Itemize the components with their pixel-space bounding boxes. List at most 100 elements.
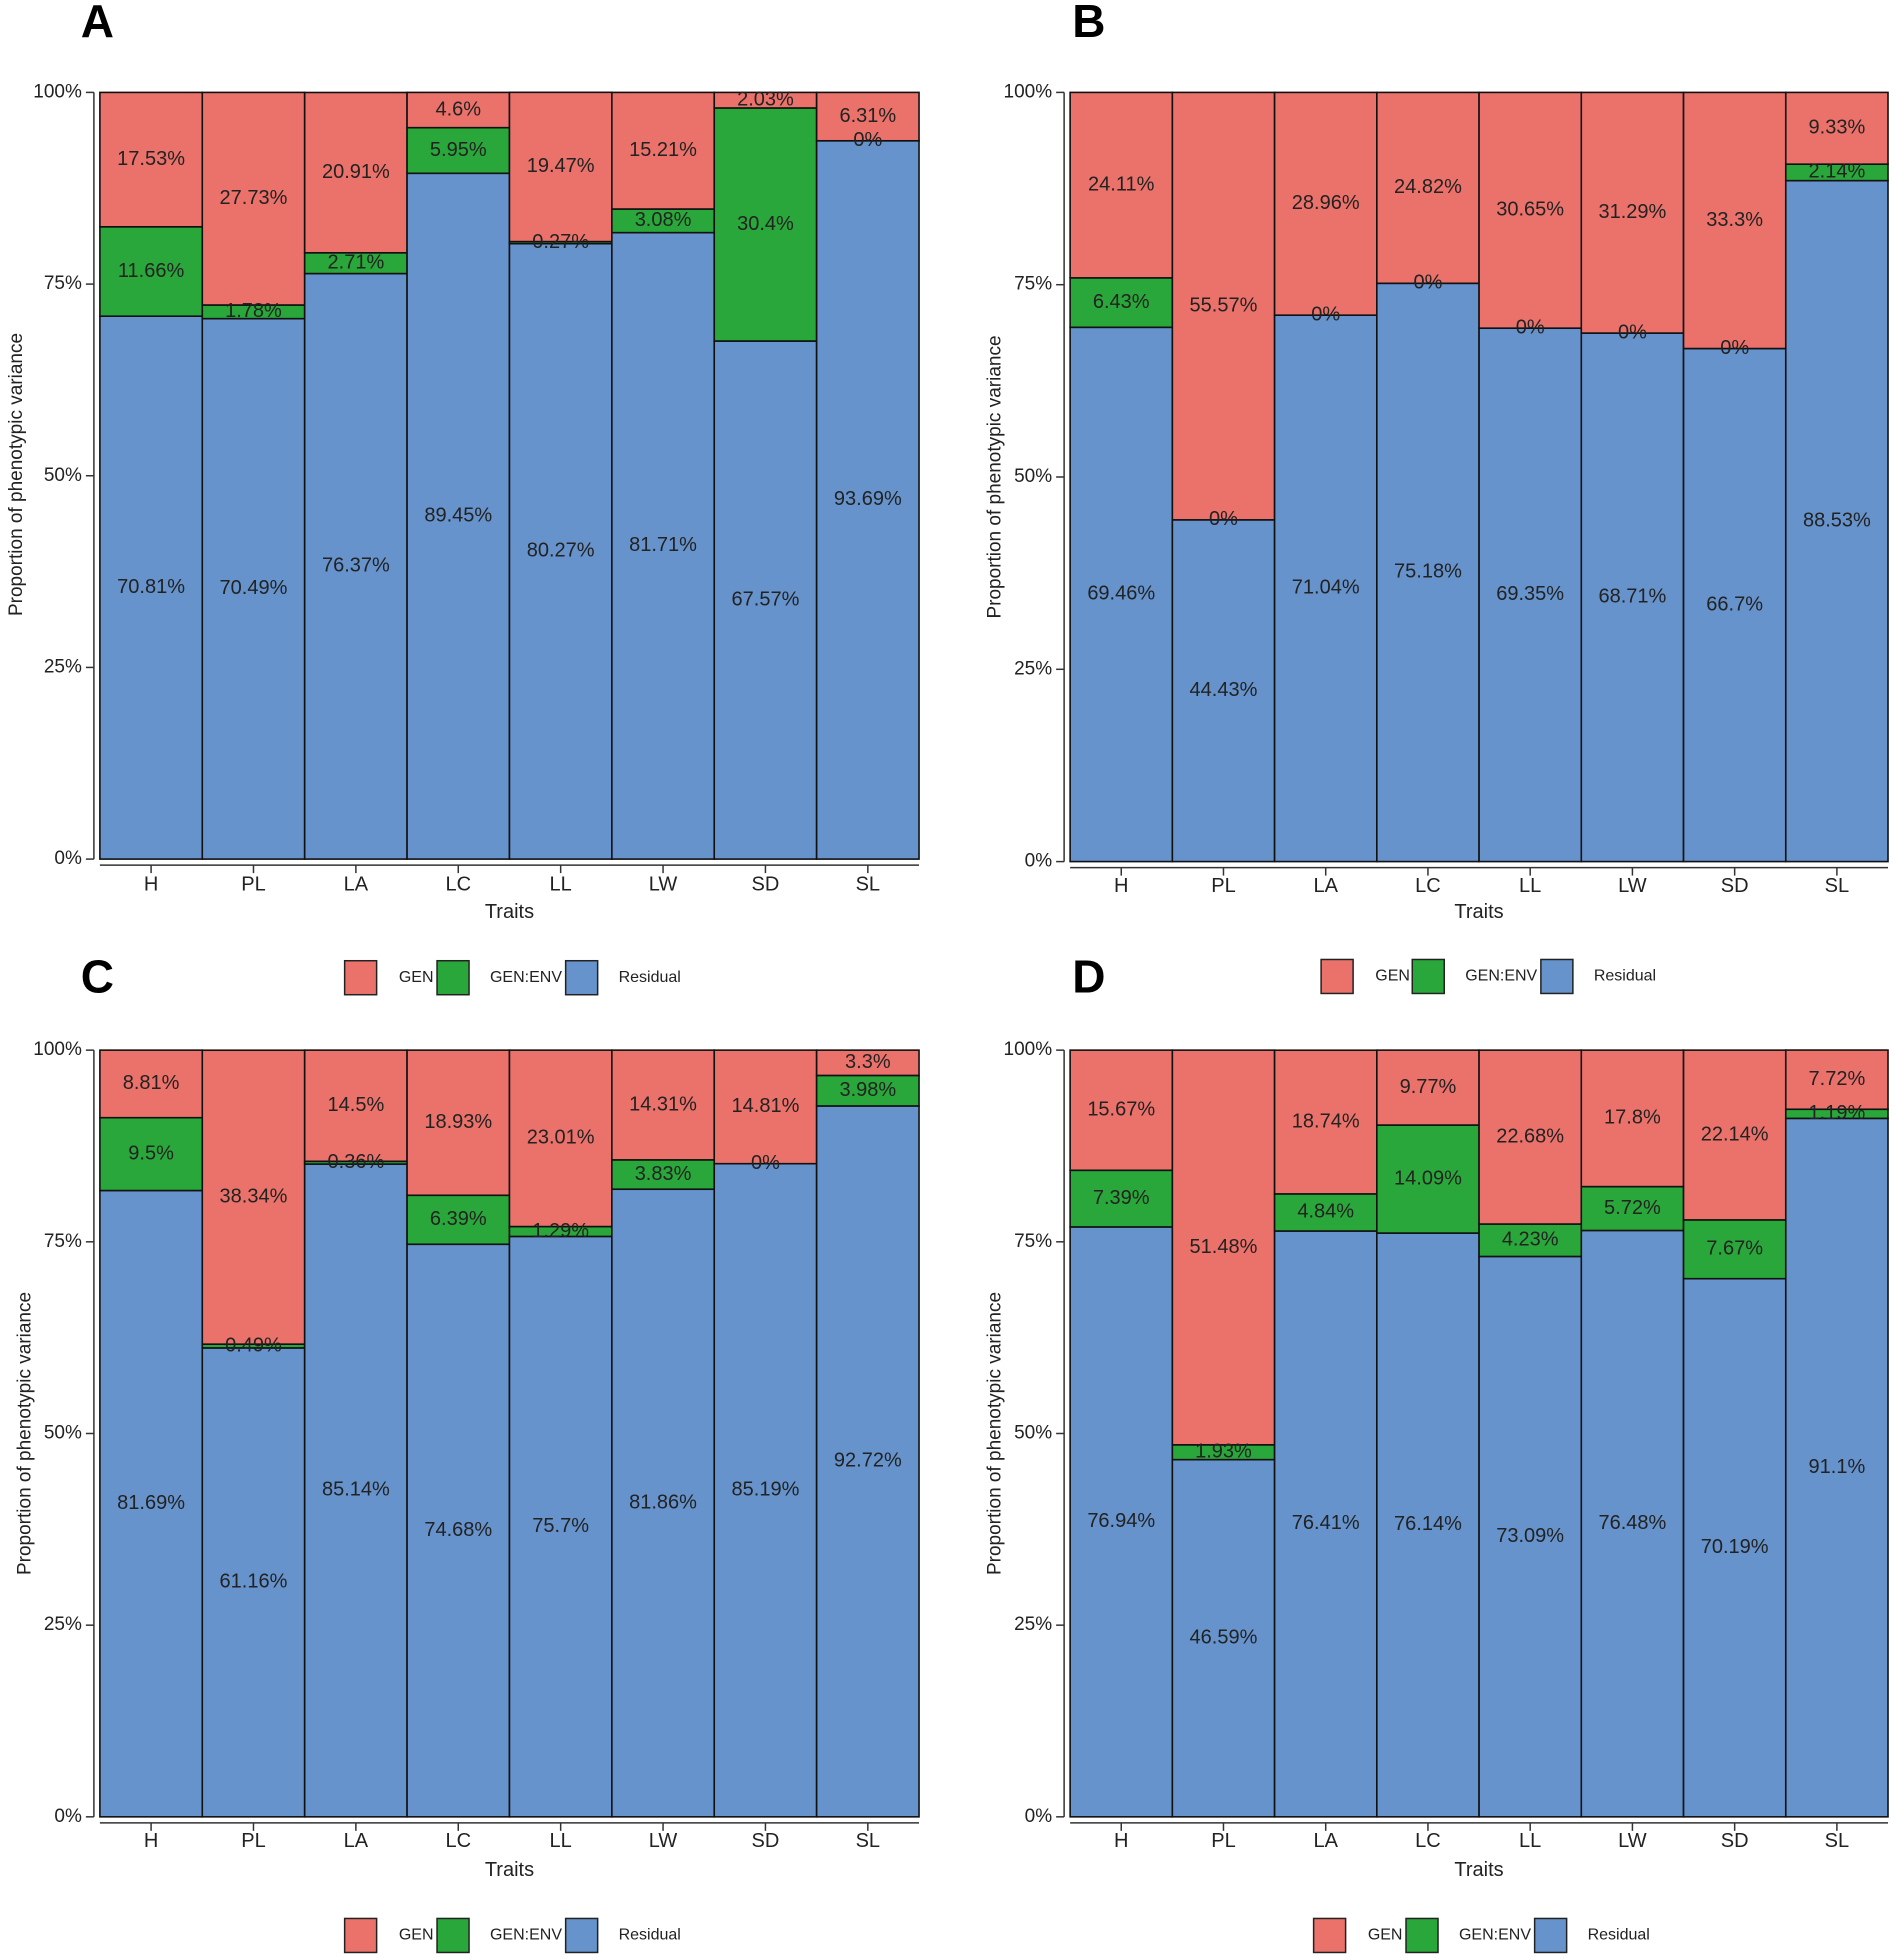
x-tick-label: H	[144, 1830, 158, 1852]
bar-residual-ll	[1478, 1255, 1583, 1818]
x-tick-label: SD	[1721, 1830, 1749, 1852]
data-label: 17.8%	[1604, 1107, 1661, 1129]
bar-residual-sd	[1682, 1277, 1787, 1818]
x-tick-label: LW	[649, 874, 678, 896]
data-label: 20.91%	[322, 161, 390, 183]
data-label: 1.19%	[1809, 1102, 1866, 1124]
legend-label: Residual	[619, 1927, 681, 1944]
y-axis-title: Proportion of phenotypic variance	[985, 335, 1006, 618]
bar-gen-ll	[1478, 1049, 1583, 1225]
legend-swatch-gen	[1312, 1917, 1347, 1954]
data-label: 18.74%	[1292, 1110, 1360, 1132]
y-tick-label: 100%	[33, 1039, 82, 1060]
legend-label: GEN:ENV	[490, 1927, 562, 1944]
legend-swatch-residual	[564, 959, 599, 996]
legend-label: Residual	[619, 969, 681, 986]
legend-label: GEN:ENV	[1459, 1927, 1531, 1944]
data-label: 23.01%	[527, 1127, 595, 1149]
data-label: 4.84%	[1297, 1201, 1354, 1223]
data-label: 68.71%	[1598, 586, 1666, 608]
y-tick-label: 0%	[1025, 851, 1053, 872]
bar-gen-env-la	[1273, 1193, 1378, 1232]
y-tick-label: 100%	[33, 81, 82, 102]
y-tick-label: 25%	[44, 1614, 82, 1635]
data-label: 85.14%	[322, 1479, 390, 1501]
x-tick-label: SL	[1825, 875, 1849, 897]
data-label: 61.16%	[220, 1571, 288, 1593]
y-tick-label: 75%	[44, 1231, 82, 1252]
data-label: 91.1%	[1809, 1456, 1866, 1478]
data-label: 0%	[1720, 337, 1749, 359]
bar-gen-env-h	[99, 226, 204, 318]
bar-gen-sd	[713, 1049, 818, 1165]
y-tick-label: 100%	[1004, 81, 1053, 102]
bar-gen-ll	[508, 1049, 613, 1228]
bar-residual-h	[99, 1189, 204, 1818]
legend-swatch-gen-env	[436, 959, 470, 996]
legend-swatch-residual	[1540, 958, 1574, 995]
data-label: 0%	[1618, 321, 1647, 343]
data-label: 15.21%	[629, 139, 697, 161]
x-tick-label: LW	[649, 1830, 678, 1852]
data-label: 0%	[751, 1152, 780, 1174]
bar-gen-la	[303, 1049, 408, 1163]
legend-swatch-residual	[1533, 1917, 1568, 1954]
data-label: 0%	[853, 129, 882, 151]
data-label: 3.83%	[635, 1163, 692, 1185]
y-tick-label: 75%	[1014, 1231, 1052, 1252]
bar-residual-pl	[201, 1347, 306, 1818]
x-tick-label: PL	[1211, 875, 1235, 897]
data-label: 0%	[1209, 508, 1238, 530]
bar-residual-h	[1069, 326, 1174, 863]
data-label: 27.73%	[220, 187, 288, 209]
bar-gen-env-h	[1069, 277, 1174, 329]
x-tick-label: PL	[1211, 1830, 1235, 1852]
x-axis-title: Traits	[1454, 1859, 1503, 1881]
x-tick-label: LW	[1618, 875, 1647, 897]
x-tick-label: LL	[1519, 875, 1541, 897]
data-label: 14.5%	[328, 1094, 385, 1116]
x-tick-label: LL	[550, 874, 572, 896]
data-label: 22.68%	[1496, 1125, 1564, 1147]
data-label: 2.14%	[1809, 161, 1866, 183]
legend-swatch-gen	[1320, 958, 1354, 995]
legend-swatch-residual	[564, 1917, 599, 1954]
y-tick-label: 75%	[44, 273, 82, 294]
x-tick-label: LW	[1618, 1830, 1647, 1852]
y-tick-label: 0%	[54, 1806, 82, 1827]
data-label: 11.66%	[118, 260, 185, 282]
y-tick-label: 25%	[1014, 1614, 1052, 1635]
legend-label: Residual	[1594, 968, 1656, 985]
bar-residual-sd	[713, 340, 818, 860]
data-label: 15.67%	[1087, 1098, 1155, 1120]
bar-residual-sd	[713, 1162, 818, 1818]
data-label: 66.7%	[1706, 593, 1763, 615]
data-label: 4.6%	[435, 98, 481, 120]
data-label: 31.29%	[1598, 201, 1666, 223]
data-label: 9.5%	[128, 1142, 174, 1164]
bar-gen-pl	[1171, 1049, 1276, 1446]
bar-gen-lc	[1376, 1049, 1480, 1126]
bar-gen-h	[99, 1049, 204, 1119]
bar-residual-sd	[1682, 347, 1787, 863]
data-label: 7.39%	[1093, 1187, 1150, 1209]
x-tick-label: LC	[1415, 875, 1441, 897]
bar-residual-ll	[508, 242, 613, 860]
x-tick-label: LC	[445, 874, 471, 896]
data-label: 22.14%	[1701, 1123, 1769, 1145]
bar-gen-sd	[1682, 91, 1787, 350]
data-label: 6.31%	[839, 105, 896, 127]
bar-gen-env-lc	[1376, 1124, 1480, 1234]
chart-panel-a: A 0% 25% 50% 75% 100% Proportion of phenotypic…	[6, 0, 920, 996]
x-tick-label: SL	[1825, 1830, 1849, 1852]
data-label: 3.98%	[839, 1079, 896, 1101]
data-label: 30.65%	[1496, 199, 1564, 221]
data-label: 30.4%	[737, 213, 794, 235]
data-label: 19.47%	[527, 155, 595, 177]
data-label: 69.46%	[1087, 583, 1155, 605]
data-label: 3.3%	[845, 1051, 891, 1073]
bar-gen-sl	[815, 1049, 920, 1077]
data-label: 0%	[1516, 316, 1545, 338]
bar-gen-env-lw	[611, 1159, 716, 1191]
data-label: 0.49%	[225, 1334, 282, 1356]
